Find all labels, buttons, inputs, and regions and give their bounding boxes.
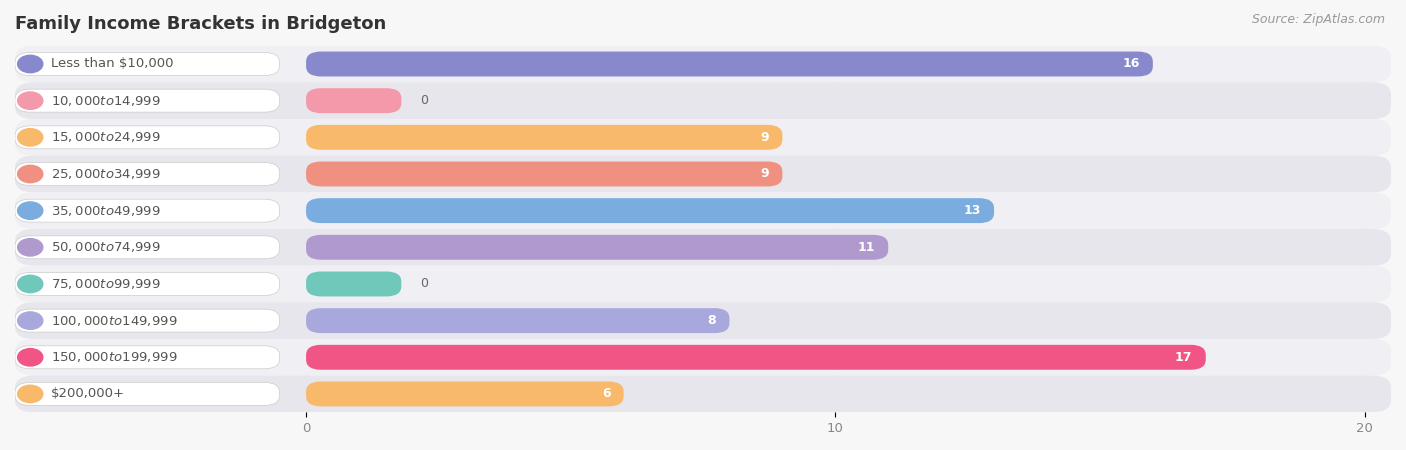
FancyBboxPatch shape — [307, 271, 401, 297]
Text: 17: 17 — [1175, 351, 1192, 364]
Text: 6: 6 — [602, 387, 610, 400]
Text: Less than $10,000: Less than $10,000 — [51, 58, 173, 71]
FancyBboxPatch shape — [307, 235, 889, 260]
FancyBboxPatch shape — [307, 162, 782, 186]
FancyBboxPatch shape — [15, 192, 1391, 229]
Circle shape — [18, 385, 42, 403]
FancyBboxPatch shape — [15, 236, 280, 259]
Text: 0: 0 — [420, 94, 427, 107]
FancyBboxPatch shape — [15, 273, 280, 296]
FancyBboxPatch shape — [307, 308, 730, 333]
FancyBboxPatch shape — [307, 345, 1206, 370]
FancyBboxPatch shape — [15, 229, 1391, 266]
FancyBboxPatch shape — [15, 156, 1391, 192]
Text: $25,000 to $34,999: $25,000 to $34,999 — [51, 167, 160, 181]
FancyBboxPatch shape — [15, 126, 280, 149]
Text: Family Income Brackets in Bridgeton: Family Income Brackets in Bridgeton — [15, 15, 387, 33]
FancyBboxPatch shape — [15, 346, 280, 369]
Text: $75,000 to $99,999: $75,000 to $99,999 — [51, 277, 160, 291]
Text: $200,000+: $200,000+ — [51, 387, 125, 400]
Text: $100,000 to $149,999: $100,000 to $149,999 — [51, 314, 177, 328]
Text: 9: 9 — [761, 131, 769, 144]
Circle shape — [18, 312, 42, 329]
FancyBboxPatch shape — [307, 198, 994, 223]
FancyBboxPatch shape — [15, 339, 1391, 376]
Text: 0: 0 — [420, 278, 427, 290]
FancyBboxPatch shape — [15, 309, 280, 332]
FancyBboxPatch shape — [15, 266, 1391, 302]
FancyBboxPatch shape — [15, 162, 280, 185]
Text: $35,000 to $49,999: $35,000 to $49,999 — [51, 204, 160, 218]
Text: $50,000 to $74,999: $50,000 to $74,999 — [51, 240, 160, 254]
FancyBboxPatch shape — [307, 88, 401, 113]
Circle shape — [18, 92, 42, 109]
FancyBboxPatch shape — [15, 89, 280, 112]
Text: 8: 8 — [707, 314, 716, 327]
Circle shape — [18, 275, 42, 292]
FancyBboxPatch shape — [15, 82, 1391, 119]
FancyBboxPatch shape — [307, 52, 1153, 76]
FancyBboxPatch shape — [307, 125, 782, 150]
FancyBboxPatch shape — [15, 302, 1391, 339]
FancyBboxPatch shape — [15, 382, 280, 405]
FancyBboxPatch shape — [15, 53, 280, 76]
Text: 13: 13 — [963, 204, 981, 217]
Circle shape — [18, 55, 42, 73]
FancyBboxPatch shape — [15, 376, 1391, 412]
Circle shape — [18, 129, 42, 146]
Text: 11: 11 — [858, 241, 875, 254]
FancyBboxPatch shape — [15, 119, 1391, 156]
Circle shape — [18, 165, 42, 183]
Circle shape — [18, 349, 42, 366]
Text: $15,000 to $24,999: $15,000 to $24,999 — [51, 130, 160, 144]
Text: 9: 9 — [761, 167, 769, 180]
FancyBboxPatch shape — [15, 199, 280, 222]
Text: Source: ZipAtlas.com: Source: ZipAtlas.com — [1251, 14, 1385, 27]
Text: $10,000 to $14,999: $10,000 to $14,999 — [51, 94, 160, 108]
FancyBboxPatch shape — [15, 45, 1391, 82]
Text: $150,000 to $199,999: $150,000 to $199,999 — [51, 350, 177, 365]
FancyBboxPatch shape — [307, 382, 624, 406]
Circle shape — [18, 202, 42, 219]
Text: 16: 16 — [1122, 58, 1140, 71]
Circle shape — [18, 238, 42, 256]
